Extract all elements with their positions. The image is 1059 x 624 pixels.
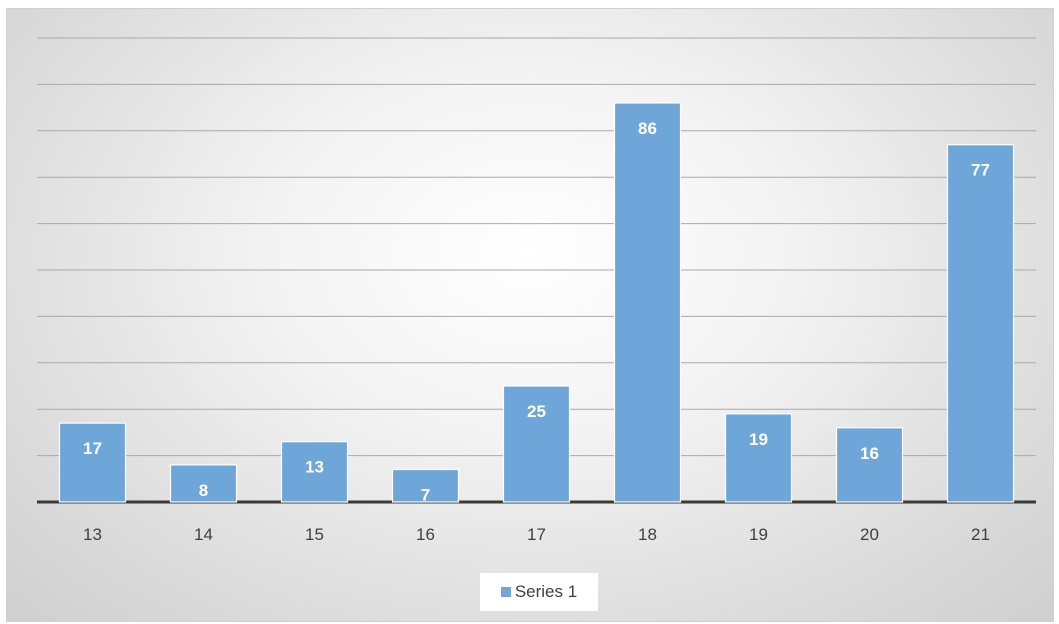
bar [946,144,1015,503]
x-tick-label: 15 [305,525,324,544]
bar [169,464,238,503]
bar [502,385,571,503]
bar [835,427,904,503]
data-label: 25 [527,402,546,421]
chart-area [6,8,1054,622]
data-label: 7 [421,486,430,505]
data-label: 8 [199,481,208,500]
x-tick-label: 20 [860,525,879,544]
data-labels: 17 8 13 7 25 86 19 16 77 [83,119,990,505]
legend-swatch [500,587,511,597]
bar [724,413,793,503]
x-tick-label: 17 [527,525,546,544]
data-label: 19 [749,430,768,449]
data-label: 86 [638,119,657,138]
bar [613,102,682,503]
data-label: 13 [305,458,324,477]
x-axis-tick-labels: 13 14 15 16 17 18 19 20 21 [83,525,990,544]
bar [391,468,460,503]
bar [58,422,127,503]
x-tick-label: 18 [638,525,657,544]
legend-label: Series 1 [514,582,578,601]
data-label: 17 [83,439,102,458]
data-label: 16 [860,444,879,463]
bar [280,441,349,503]
x-tick-label: 14 [194,525,213,544]
data-label: 77 [971,161,990,180]
x-tick-label: 19 [749,525,768,544]
legend: Series 1 [480,573,598,611]
x-tick-label: 13 [83,525,102,544]
x-tick-label: 21 [971,525,990,544]
x-tick-label: 16 [416,525,435,544]
bars [58,102,1015,503]
